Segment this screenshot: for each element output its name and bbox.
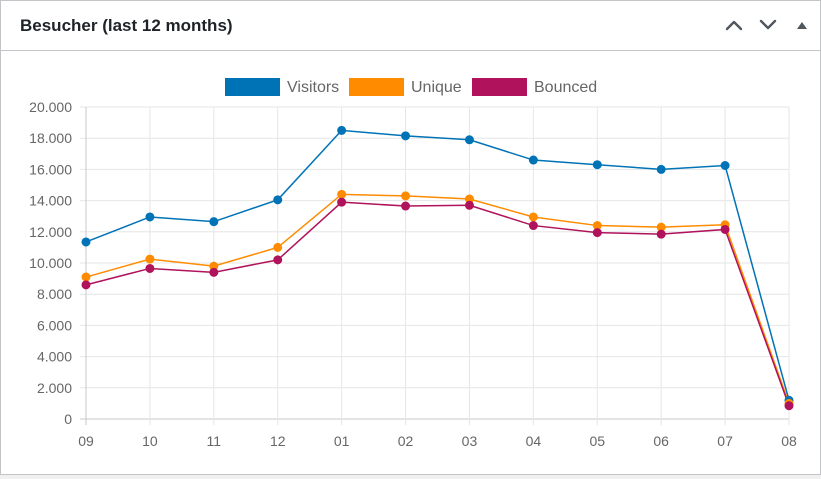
data-point-bounced[interactable]	[273, 255, 283, 265]
legend-label-bounced: Bounced	[534, 79, 597, 96]
x-tick-label: 07	[717, 433, 733, 449]
data-point-bounced[interactable]	[464, 200, 474, 210]
x-tick-label: 06	[653, 433, 669, 449]
y-tick-label: 8.000	[37, 286, 72, 302]
y-tick-label: 18.000	[29, 130, 72, 146]
data-point-visitors[interactable]	[273, 195, 283, 205]
legend-label-visitors: Visitors	[287, 79, 339, 96]
widget-title: Besucher (last 12 months)	[20, 16, 233, 35]
y-tick-label: 6.000	[37, 317, 72, 333]
y-tick-label: 20.000	[29, 99, 72, 115]
y-tick-label: 10.000	[29, 255, 72, 271]
data-point-bounced[interactable]	[528, 221, 538, 231]
data-point-visitors[interactable]	[209, 217, 219, 227]
data-point-visitors[interactable]	[81, 237, 91, 247]
y-tick-label: 16.000	[29, 161, 72, 177]
x-tick-label: 08	[781, 433, 797, 449]
x-tick-label: 12	[270, 433, 286, 449]
y-tick-label: 4.000	[37, 349, 72, 365]
data-point-visitors[interactable]	[145, 212, 155, 222]
chevron-up-icon	[725, 20, 743, 31]
legend-swatch-visitors	[225, 78, 280, 96]
x-tick-label: 09	[78, 433, 94, 449]
y-tick-label: 0	[64, 411, 72, 427]
toggle-panel-button[interactable]	[790, 13, 814, 37]
legend-swatch-unique	[349, 78, 404, 96]
data-point-bounced[interactable]	[81, 280, 91, 290]
y-tick-label: 14.000	[29, 193, 72, 209]
data-point-unique[interactable]	[81, 272, 91, 282]
x-tick-label: 05	[589, 433, 605, 449]
data-point-unique[interactable]	[401, 191, 411, 201]
data-point-bounced[interactable]	[656, 229, 666, 239]
data-point-bounced[interactable]	[337, 197, 347, 207]
visitors-line-chart: 0 2.000 4.000 6.000 8.000 10.000 12.000 14.000 1…	[29, 78, 797, 449]
x-tick-label: 10	[142, 433, 158, 449]
widget-header: Besucher (last 12 months)	[1, 1, 820, 51]
series-line-bounced	[85, 201, 790, 406]
move-down-button[interactable]	[756, 13, 780, 37]
data-point-bounced[interactable]	[592, 228, 602, 238]
data-point-visitors[interactable]	[464, 135, 474, 145]
series-line-unique	[85, 193, 790, 404]
y-tick-label: 12.000	[29, 224, 72, 240]
data-point-visitors[interactable]	[337, 125, 347, 135]
y-tick-label: 2.000	[37, 380, 72, 396]
chart-area: 0 2.000 4.000 6.000 8.000 10.000 12.000 14.000 1…	[1, 51, 820, 474]
x-tick-label: 11	[207, 433, 222, 449]
data-point-unique[interactable]	[337, 189, 347, 199]
data-point-visitors[interactable]	[401, 131, 411, 141]
x-tick-label: 01	[334, 433, 350, 449]
move-up-button[interactable]	[722, 13, 746, 37]
data-point-visitors[interactable]	[720, 161, 730, 170]
triangle-up-icon	[797, 22, 807, 29]
series-line-visitors	[85, 129, 790, 401]
legend-label-unique: Unique	[411, 79, 462, 96]
chevron-down-icon	[759, 19, 777, 30]
legend-swatch-bounced	[472, 78, 527, 96]
data-point-bounced[interactable]	[784, 401, 794, 411]
data-point-visitors[interactable]	[592, 160, 602, 170]
x-tick-label: 02	[398, 433, 414, 449]
data-point-unique[interactable]	[145, 254, 155, 264]
data-point-unique[interactable]	[273, 242, 283, 252]
data-point-bounced[interactable]	[401, 201, 411, 211]
x-tick-label: 04	[526, 433, 542, 449]
data-point-visitors[interactable]	[656, 164, 666, 174]
data-point-bounced[interactable]	[145, 263, 155, 273]
data-point-bounced[interactable]	[209, 267, 219, 277]
data-point-visitors[interactable]	[528, 155, 538, 165]
data-point-bounced[interactable]	[720, 224, 730, 234]
data-point-unique[interactable]	[528, 212, 538, 222]
x-tick-label: 03	[462, 433, 478, 449]
